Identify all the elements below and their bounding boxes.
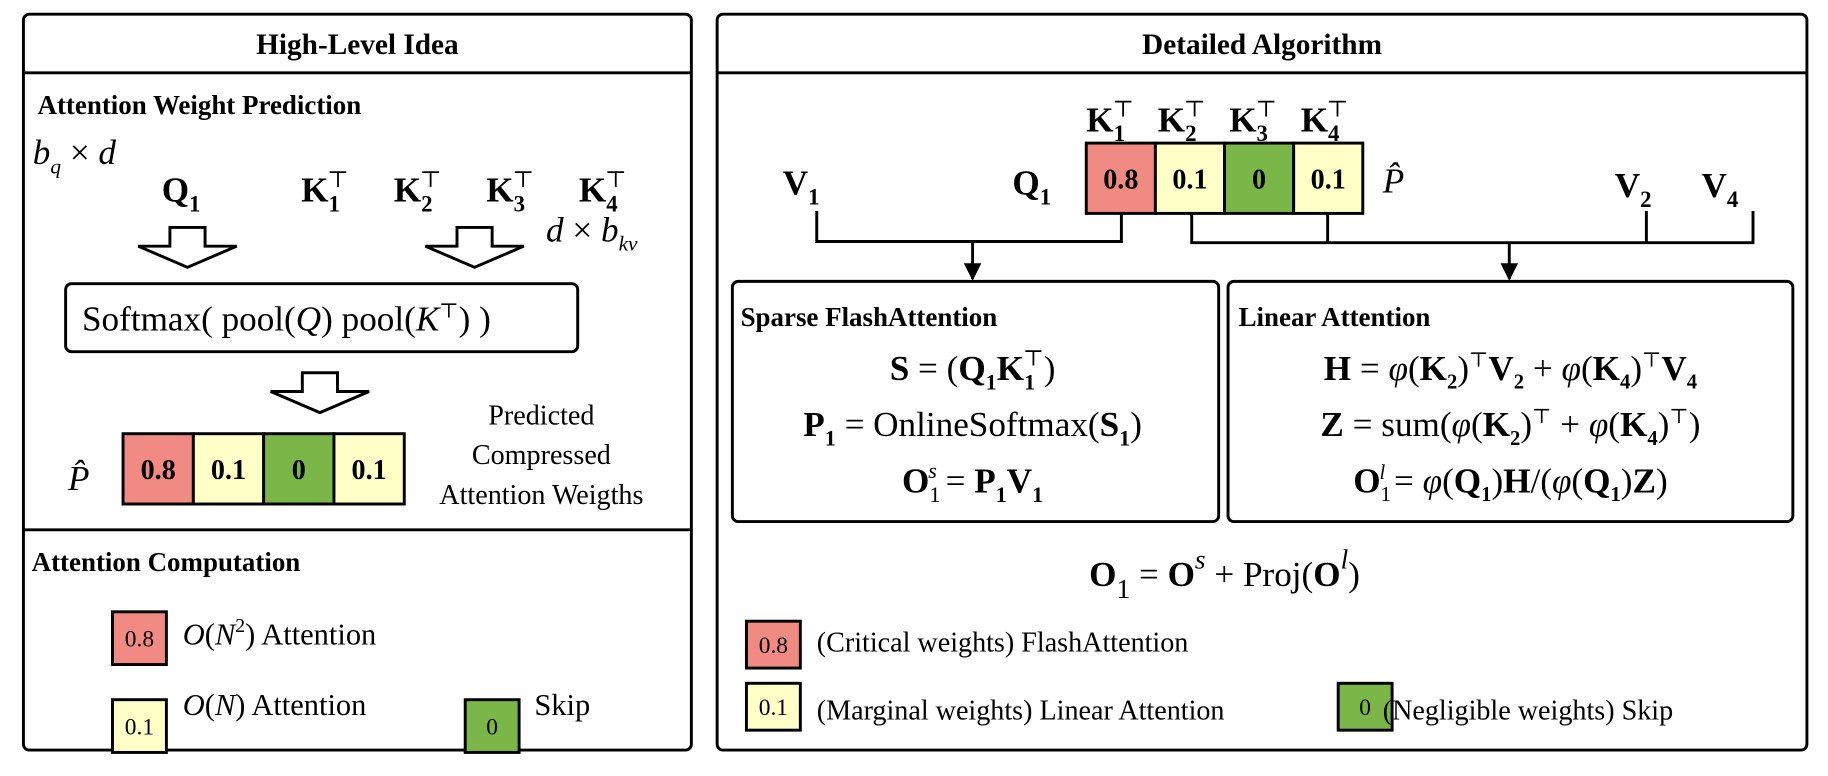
weight-cell-marginal bbox=[191, 432, 266, 506]
k3-label: K3⊤ bbox=[486, 167, 534, 217]
legend-label: (Marginal weights) Linear Attention bbox=[817, 696, 1225, 727]
computation-legend: 0.8 O(N2) Attention 0.1 O(N) Attention 0 Skip bbox=[111, 610, 590, 754]
legend-swatch-value: 0.1 bbox=[759, 695, 788, 721]
legend-swatch-marginal bbox=[744, 681, 802, 732]
linear-equation-2: Z = sum(φ(K2)⊤ + φ(K4)⊤) bbox=[1320, 405, 1700, 450]
q1-label: Q1 bbox=[1012, 164, 1051, 210]
weight-cell-critical bbox=[121, 432, 195, 506]
q-dimension: bq × d bbox=[33, 133, 117, 178]
linear-attention-box bbox=[1226, 279, 1795, 524]
legend-label: O(N) Attention bbox=[183, 688, 367, 722]
v1-label: V1 bbox=[783, 164, 820, 210]
down-arrow-k-icon bbox=[424, 225, 525, 269]
k-dimension: d × bkv bbox=[546, 211, 638, 256]
weight-cell-marginal bbox=[332, 432, 406, 506]
sparse-equation-2: P1 = OnlineSoftmax(S1) bbox=[803, 405, 1142, 450]
sparse-flashattention-box bbox=[730, 279, 1221, 524]
sparse-connector bbox=[815, 211, 1123, 243]
k1-label: K1⊤ bbox=[1086, 97, 1134, 147]
weight-value: 0.1 bbox=[1311, 165, 1346, 196]
weight-cell-negligible bbox=[262, 432, 336, 506]
weight-value: 0.8 bbox=[1103, 165, 1138, 196]
v2-label: V2 bbox=[1615, 166, 1652, 212]
left-panel-title: High-Level Idea bbox=[256, 29, 459, 61]
legend-swatch-negligible bbox=[463, 698, 521, 754]
linear-equation-3: O1l = φ(Q1)H/(φ(Q1)Z) bbox=[1353, 461, 1667, 506]
weight-value: 0.8 bbox=[141, 455, 176, 486]
linear-equation-1: H = φ(K2)⊤V2 + φ(K4)⊤V4 bbox=[1324, 349, 1697, 394]
weight-value: 0.1 bbox=[352, 455, 387, 486]
output-equation: O1 = Os + Proj(Ol) bbox=[1089, 544, 1360, 604]
legend-swatch-critical bbox=[111, 610, 168, 667]
legend-swatch-critical bbox=[744, 619, 802, 670]
right-panel-title: Detailed Algorithm bbox=[1142, 29, 1382, 61]
k4-label: K4⊤ bbox=[579, 167, 627, 217]
softmax-box bbox=[64, 282, 580, 354]
legend-label: (Critical weights) FlashAttention bbox=[817, 628, 1189, 659]
legend-label: Skip bbox=[534, 688, 590, 722]
sparse-equation-1: S = (Q1K1⊤) bbox=[890, 346, 1056, 395]
k2-label: K2⊤ bbox=[1158, 97, 1206, 147]
weight-cell-marginal bbox=[1292, 141, 1365, 215]
predicted-weights-row: 0.8 0.1 0 0.1 bbox=[121, 432, 406, 506]
weight-value: 0.1 bbox=[1172, 165, 1207, 196]
softmax-formula: Softmax( pool(Q) pool(K⊤) ) bbox=[82, 300, 491, 339]
right-panel-frame bbox=[715, 12, 1809, 752]
legend-label: O(N2) Attention bbox=[183, 615, 376, 652]
weight-value: 0.1 bbox=[211, 455, 246, 486]
weight-value: 0 bbox=[292, 455, 306, 486]
algorithm-legend: 0.8 (Critical weights) FlashAttention 0.1 (… bbox=[744, 619, 1673, 732]
legend-swatch-value: 0.8 bbox=[759, 633, 788, 659]
legend-swatch-marginal bbox=[111, 698, 168, 754]
k1-label: K1⊤ bbox=[301, 167, 349, 217]
linear-connector bbox=[1190, 211, 1755, 245]
k2-label: K2⊤ bbox=[394, 167, 442, 217]
legend-swatch-value: 0 bbox=[486, 714, 498, 740]
linear-title: Linear Attention bbox=[1239, 302, 1431, 332]
left-panel-frame bbox=[21, 12, 693, 752]
down-arrow-result-icon bbox=[270, 371, 370, 415]
high-level-idea-panel: High-Level Idea Attention Weight Predict… bbox=[21, 12, 693, 754]
legend-label: (Negligible weights) Skip bbox=[1383, 696, 1673, 727]
computation-heading: Attention Computation bbox=[32, 547, 301, 577]
down-arrow-q-icon bbox=[137, 225, 238, 269]
caption-line-3: Attention Weigths bbox=[439, 480, 643, 511]
legend-swatch-value: 0.8 bbox=[125, 626, 154, 652]
legend-swatch-value: 0.1 bbox=[125, 714, 154, 740]
v4-label: V4 bbox=[1701, 166, 1738, 212]
detailed-algorithm-panel: Detailed Algorithm K1⊤ K2⊤ K3⊤ K4⊤ Q1 V1… bbox=[715, 12, 1809, 752]
caption-line-1: Predicted bbox=[488, 400, 594, 431]
predicted-weights-row: 0.8 0.1 0 0.1 bbox=[1084, 141, 1365, 215]
p-hat-label: P̂ bbox=[67, 458, 89, 498]
legend-swatch-negligible bbox=[1336, 681, 1394, 732]
k3-label: K3⊤ bbox=[1229, 97, 1277, 147]
weight-value: 0 bbox=[1252, 165, 1266, 196]
p-hat-label: P̂ bbox=[1382, 161, 1404, 201]
k4-label: K4⊤ bbox=[1301, 97, 1349, 147]
caption-line-2: Compressed bbox=[472, 440, 611, 471]
legend-swatch-value: 0 bbox=[1359, 695, 1371, 721]
sparse-equation-3: O1s = P1V1 bbox=[902, 458, 1043, 507]
prediction-heading: Attention Weight Prediction bbox=[37, 90, 361, 120]
sparse-title: Sparse FlashAttention bbox=[741, 302, 998, 332]
q1-label: Q1 bbox=[162, 171, 201, 217]
